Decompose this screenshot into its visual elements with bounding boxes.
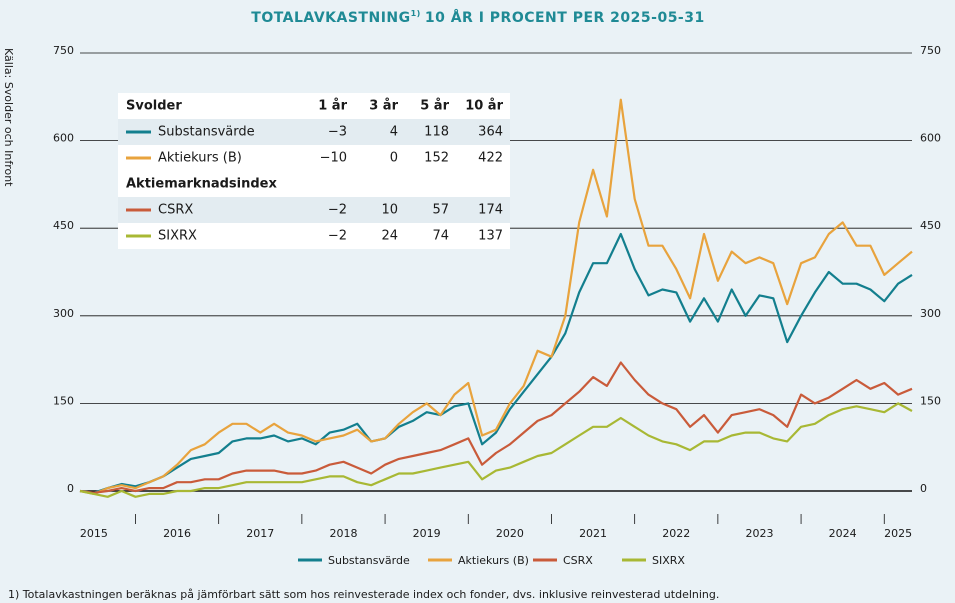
y-tick-label: 600: [53, 132, 74, 145]
table-cell: 24: [381, 229, 398, 244]
y-tick-label: 750: [53, 44, 74, 57]
legend-label: Aktiekurs (B): [458, 554, 529, 567]
table-cell: 118: [424, 125, 449, 140]
table-cell: 57: [432, 203, 449, 218]
y2-tick-label: 300: [920, 307, 941, 320]
title-note: 1): [411, 9, 421, 18]
series-line: [79, 402, 913, 498]
x-tick-label: 2022: [662, 527, 690, 540]
legend-label: SIXRX: [652, 554, 685, 567]
table-row-bg: [118, 93, 510, 119]
returns-table: Svolder 1 år 3 år 5 år 10 år Substansvärde −3 4…: [118, 93, 510, 249]
table-column-header: 5 år: [420, 99, 449, 114]
table-row-label: CSRX: [158, 203, 193, 218]
table-cell: 74: [432, 229, 449, 244]
table-column-header: 3 år: [369, 99, 398, 114]
table-group-title: Svolder: [126, 99, 182, 114]
table-cell: 10: [381, 203, 398, 218]
table-row-bg: [118, 119, 510, 145]
table-row-label: Substansvärde: [158, 125, 255, 140]
y-tick-label: 450: [53, 219, 74, 232]
y-tick-label: 150: [53, 394, 74, 407]
y-tick-label: 0: [67, 482, 74, 495]
footnote: 1) Totalavkastningen beräknas på jämförb…: [8, 588, 719, 601]
x-tick-label: 2024: [829, 527, 857, 540]
table-row-label: SIXRX: [158, 229, 197, 244]
y2-tick-label: 750: [920, 44, 941, 57]
table-cell: 0: [390, 151, 398, 166]
table-cell: −2: [328, 229, 347, 244]
chart-title: TOTALAVKASTNING1) 10 ÅR I PROCENT PER 202…: [251, 9, 704, 27]
x-tick-label: 2021: [579, 527, 607, 540]
series-line: [79, 361, 913, 494]
x-tick-label: 2025: [884, 527, 912, 540]
y2-tick-label: 150: [920, 394, 941, 407]
table-cell: 4: [390, 125, 398, 140]
series-line: [79, 98, 913, 495]
table-cell: −10: [320, 151, 347, 166]
title-text: TOTALAVKASTNING: [251, 10, 410, 26]
series-line: [79, 232, 913, 494]
legend-label: Substansvärde: [328, 554, 410, 567]
table-cell: −3: [328, 125, 347, 140]
table-row-bg: [118, 223, 510, 249]
table-group-title: Aktiemarknadsindex: [126, 177, 277, 192]
x-tick-label: 2020: [496, 527, 524, 540]
x-tick-label: 2017: [246, 527, 274, 540]
table-cell: 152: [424, 151, 449, 166]
y2-tick-label: 450: [920, 219, 941, 232]
table-row-label: Aktiekurs (B): [158, 151, 242, 166]
table-column-header: 10 år: [465, 99, 503, 114]
y2-tick-label: 600: [920, 132, 941, 145]
table-row-bg: [118, 171, 510, 197]
x-tick-label: 2023: [745, 527, 773, 540]
table-column-header: 1 år: [318, 99, 347, 114]
y2-tick-label: 0: [920, 482, 927, 495]
table-row-bg: [118, 197, 510, 223]
y-tick-label: 300: [53, 307, 74, 320]
source: Källa: Svolder och Infront: [2, 48, 15, 187]
title-rest: 10 ÅR I PROCENT PER 2025-05-31: [425, 9, 705, 26]
table-cell: 137: [478, 229, 503, 244]
legend-label: CSRX: [563, 554, 593, 567]
x-tick-label: 2015: [80, 527, 108, 540]
table-row-bg: [118, 145, 510, 171]
x-tick-label: 2016: [163, 527, 191, 540]
x-tick-label: 2018: [329, 527, 357, 540]
table-cell: 364: [478, 125, 503, 140]
table-cell: 422: [478, 151, 503, 166]
table-cell: 174: [478, 203, 503, 218]
table-cell: −2: [328, 203, 347, 218]
x-tick-label: 2019: [413, 527, 441, 540]
